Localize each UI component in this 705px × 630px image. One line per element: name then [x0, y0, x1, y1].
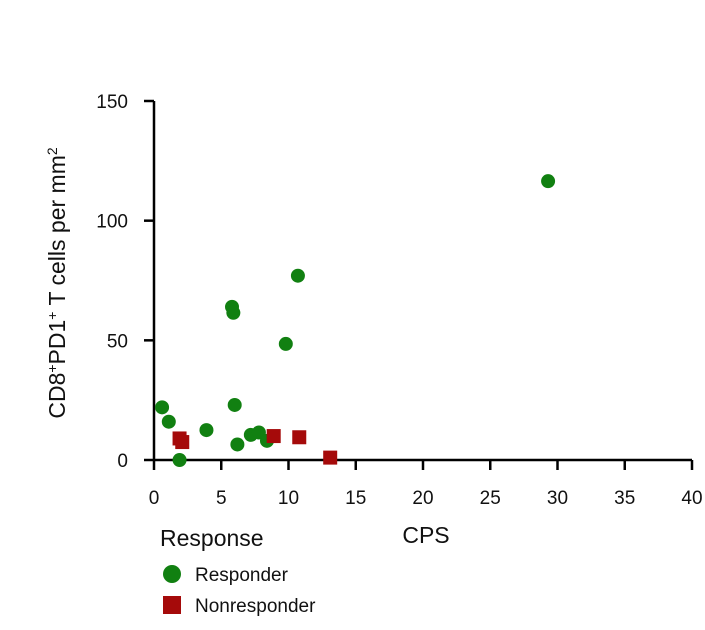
- responder-point: [278, 336, 293, 351]
- x-tick-label: 40: [681, 488, 702, 509]
- y-tick-label: 50: [107, 331, 128, 352]
- nonresponder-point: [323, 450, 338, 465]
- legend-marker-responder: [163, 565, 181, 583]
- data-points: [155, 174, 556, 467]
- responder-point: [227, 397, 242, 412]
- responder-point: [161, 414, 176, 429]
- x-axis-title: CPS: [402, 522, 449, 548]
- y-tick-label: 100: [96, 212, 128, 233]
- x-tick-label: 35: [614, 488, 635, 509]
- y-axis: 0 50 100 150: [96, 92, 156, 472]
- x-tick-label: 10: [278, 488, 299, 509]
- y-axis-title-superscript: 2: [44, 147, 60, 155]
- x-tick-label: 15: [345, 488, 366, 509]
- responder-point: [155, 400, 170, 415]
- y-tick-label: 150: [96, 92, 128, 113]
- nonresponder-point: [292, 430, 307, 445]
- nonresponder-point: [266, 429, 281, 444]
- y-axis-title-part: PD1: [44, 320, 70, 365]
- legend-marker-nonresponder: [163, 596, 181, 614]
- x-tick-label: 0: [149, 488, 160, 509]
- legend-label: Responder: [195, 565, 289, 586]
- nonresponder-point: [175, 435, 190, 450]
- legend: Response Responder Nonresponder: [160, 525, 316, 617]
- responder-point: [226, 305, 241, 320]
- x-tick-label: 20: [412, 488, 433, 509]
- x-tick-label: 5: [216, 488, 227, 509]
- x-tick-label: 25: [480, 488, 501, 509]
- x-axis: 0 5 10 15 20 25 30 35 40: [149, 458, 703, 509]
- y-axis-title-superscript: +: [44, 312, 60, 320]
- responder-point: [230, 437, 245, 452]
- legend-title: Response: [160, 525, 264, 551]
- legend-label: Nonresponder: [195, 596, 316, 617]
- responder-point: [172, 453, 187, 467]
- responder-point: [541, 174, 556, 189]
- y-tick-label: 0: [117, 451, 128, 472]
- y-axis-title: CD8+PD1+ T cells per mm2: [44, 147, 70, 419]
- y-axis-title-part: CD8: [44, 373, 70, 419]
- x-tick-label: 30: [547, 488, 568, 509]
- y-axis-title-part: T cells per mm: [44, 155, 70, 311]
- responder-point: [290, 268, 305, 283]
- responder-point: [199, 423, 214, 438]
- y-axis-title-superscript: +: [44, 364, 60, 372]
